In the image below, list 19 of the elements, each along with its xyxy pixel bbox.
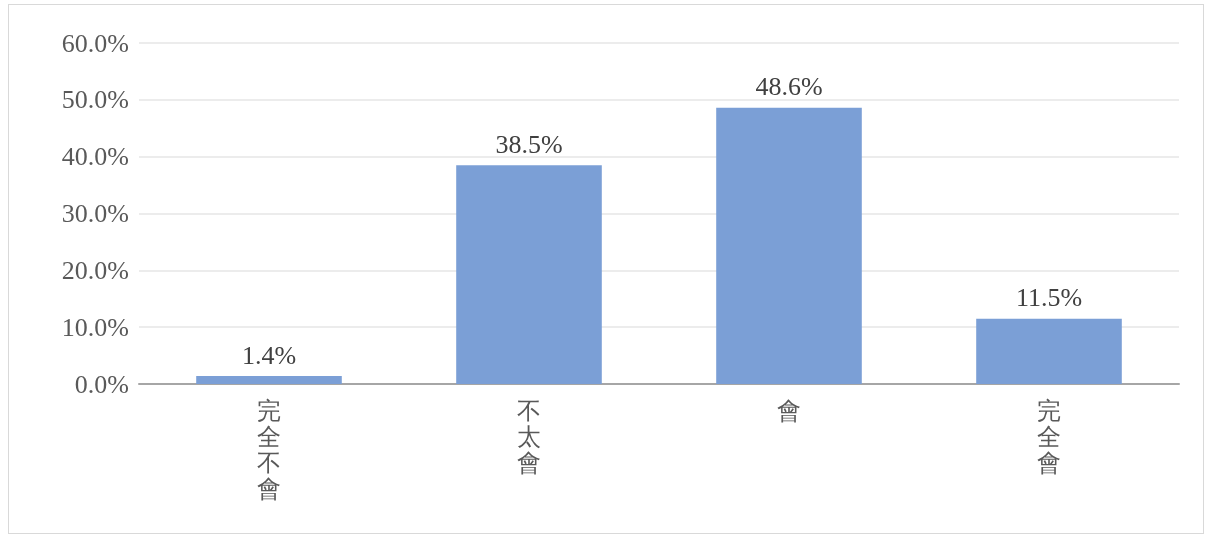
data-label: 48.6%: [755, 72, 823, 102]
y-tick-label: 50.0%: [61, 85, 129, 115]
data-label: 38.5%: [495, 129, 563, 159]
x-tick-label: 不太會: [517, 398, 541, 476]
bar: [196, 376, 342, 384]
bar: [456, 165, 602, 384]
bar: [976, 318, 1122, 384]
y-tick-label: 60.0%: [61, 28, 129, 58]
x-tick-label: 完全不會: [257, 398, 281, 502]
y-tick-label: 30.0%: [61, 199, 129, 228]
bar: [716, 107, 862, 384]
y-tick-label: 0.0%: [74, 369, 129, 399]
y-tick-label: 20.0%: [61, 255, 129, 285]
y-tick-label: 40.0%: [61, 142, 129, 172]
x-tick-label: 會: [777, 398, 801, 424]
x-tick-label: 完全會: [1037, 398, 1061, 476]
data-label: 11.5%: [1015, 283, 1083, 313]
y-tick-label: 10.0%: [61, 312, 129, 342]
data-label: 1.4%: [241, 340, 297, 370]
